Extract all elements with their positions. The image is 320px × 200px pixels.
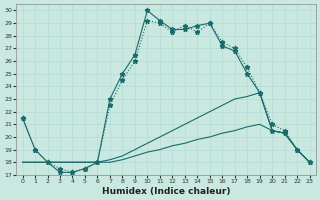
X-axis label: Humidex (Indice chaleur): Humidex (Indice chaleur) <box>102 187 230 196</box>
